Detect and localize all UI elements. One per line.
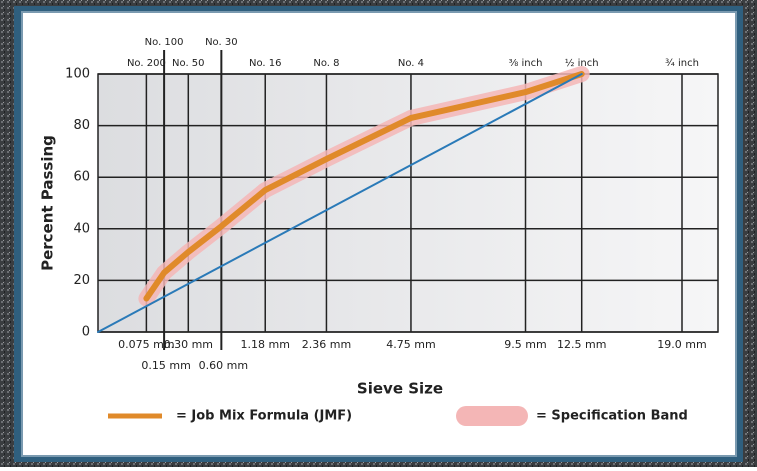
- y-tick-label: 100: [65, 67, 90, 82]
- x-tick-label: 12.5 mm: [557, 338, 606, 351]
- legend-label: = Job Mix Formula (JMF): [176, 409, 352, 424]
- x-tick-label: 2.36 mm: [302, 338, 351, 351]
- x-top-tick-label: No. 200: [127, 58, 166, 69]
- y-axis-title: Percent Passing: [39, 135, 57, 271]
- x-top-tick-label: No. 4: [398, 58, 424, 69]
- x-top-tick-label: No. 50: [172, 58, 205, 69]
- legend-swatch: [456, 406, 528, 426]
- series-line: [143, 71, 585, 302]
- x-top-tick-label: ¾ inch: [665, 58, 699, 69]
- y-tick-label: 60: [73, 170, 90, 185]
- x-tick-label: 0.075 mm: [118, 338, 174, 351]
- y-tick-label: 0: [82, 325, 90, 340]
- x-top-tick-label: No. 100: [145, 37, 184, 48]
- x-top-tick-label: No. 8: [313, 58, 339, 69]
- plot-border: [97, 73, 719, 333]
- series-thin: [97, 73, 583, 333]
- x-tick-label: 4.75 mm: [386, 338, 435, 351]
- x-tick-label: 0.30 mm: [164, 338, 213, 351]
- x-tick-label: 0.60 mm: [199, 359, 248, 372]
- legend-label: = Specification Band: [536, 409, 688, 424]
- y-tick-label: 80: [73, 118, 90, 133]
- x-top-tick-label: ½ inch: [565, 57, 599, 69]
- x-tick-label: 1.18 mm: [241, 338, 290, 351]
- x-axis-title: Sieve Size: [357, 380, 443, 398]
- y-tick-label: 20: [73, 273, 90, 288]
- x-top-tick-label: ⅜ inch: [509, 58, 543, 69]
- x-tick-label: 9.5 mm: [504, 338, 546, 351]
- x-top-tick-label: No. 16: [249, 58, 282, 69]
- x-tick-label: 0.15 mm: [141, 359, 190, 372]
- x-tick-label: 19.0 mm: [657, 338, 706, 351]
- y-tick-label: 40: [73, 221, 90, 236]
- x-top-tick-label: No. 30: [205, 37, 238, 48]
